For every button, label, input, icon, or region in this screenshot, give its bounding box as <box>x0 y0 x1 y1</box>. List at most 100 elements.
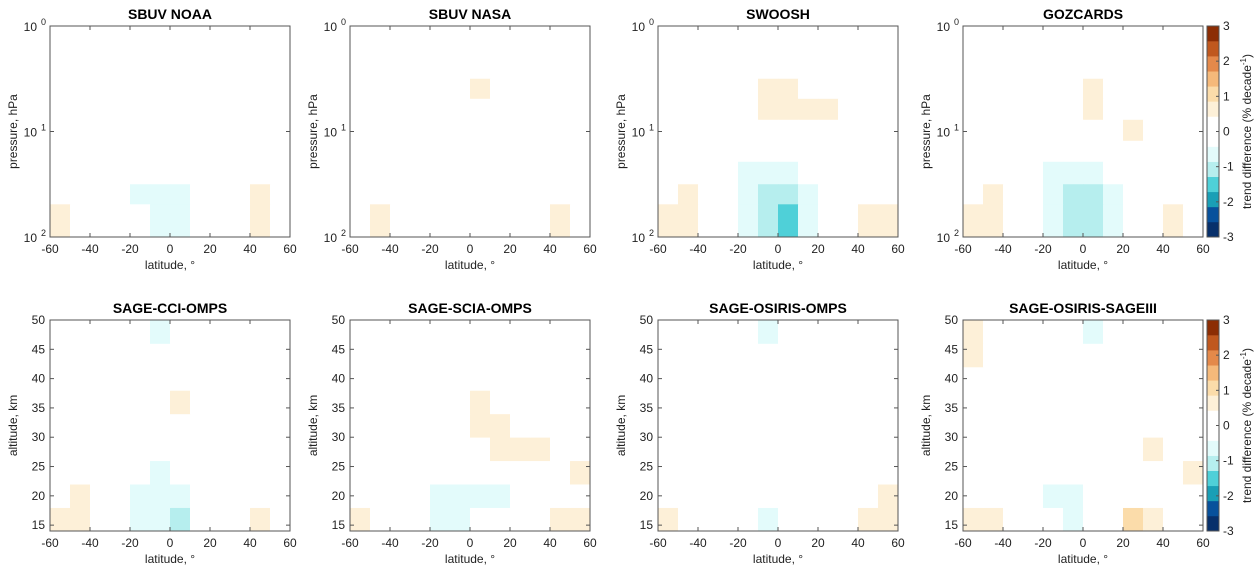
heatmap-cell <box>410 437 431 462</box>
heatmap-cell <box>658 343 679 368</box>
heatmap-cell <box>230 366 251 391</box>
colorbar-swatch <box>1207 350 1219 366</box>
heatmap-cell <box>450 507 471 532</box>
heatmap-cell <box>818 437 839 462</box>
heatmap-cell <box>190 119 211 142</box>
y-tick-label: 10 <box>937 126 951 140</box>
y-tick-label: 15 <box>640 518 654 532</box>
heatmap-cell <box>70 507 91 532</box>
heatmap-cell <box>410 119 431 142</box>
heatmap-cell <box>130 98 151 121</box>
heatmap-cell <box>190 507 211 532</box>
heatmap-cell <box>370 484 391 508</box>
heatmap-cell <box>430 78 451 100</box>
heatmap-cell <box>270 484 291 508</box>
heatmap-cell <box>450 390 471 415</box>
heatmap-cell <box>738 78 759 100</box>
heatmap-cell <box>570 413 591 438</box>
heatmap-cell <box>698 56 719 80</box>
heatmap-cell <box>1083 161 1104 185</box>
heatmap-cell <box>210 204 231 238</box>
heatmap-cell <box>90 343 111 368</box>
heatmap-cell <box>50 460 71 485</box>
colorbar-tick-label: 2 <box>1223 54 1230 68</box>
heatmap-cell <box>858 484 879 508</box>
heatmap-cell <box>490 98 511 121</box>
heatmap-cell <box>1143 390 1164 415</box>
heatmap-cell <box>698 390 719 415</box>
heatmap-cell <box>858 119 879 142</box>
heatmap-cell <box>90 140 111 163</box>
heatmap-cell <box>758 119 779 142</box>
heatmap-cell <box>778 140 799 163</box>
heatmap-cell <box>1163 56 1184 80</box>
y-tick-label: 30 <box>332 430 346 444</box>
heatmap-cell <box>1023 390 1044 415</box>
heatmap-cell <box>1043 413 1064 438</box>
heatmap-cell <box>678 119 699 142</box>
heatmap-cell <box>963 56 984 80</box>
heatmap-cell <box>1083 484 1104 508</box>
heatmap-cell <box>130 390 151 415</box>
heatmap-cell <box>758 35 779 57</box>
heatmap-cell <box>70 56 91 80</box>
heatmap-cell <box>1183 204 1204 238</box>
heatmap-cell <box>70 35 91 57</box>
x-axis-label: latitude, ° <box>445 552 495 566</box>
heatmap-cell <box>270 184 291 205</box>
heatmap-cell <box>818 140 839 163</box>
heatmap-cell <box>1143 161 1164 185</box>
y-tick-exponent: 2 <box>341 228 346 238</box>
heatmap-cell <box>190 437 211 462</box>
heatmap-cell <box>70 119 91 142</box>
heatmap-cell <box>150 460 171 485</box>
heatmap-cell <box>50 78 71 100</box>
heatmap-cell <box>718 413 739 438</box>
x-tick-label: -20 <box>121 536 139 550</box>
y-tick-exponent: 2 <box>954 228 959 238</box>
heatmap-cell <box>230 507 251 532</box>
heatmap-cell <box>230 98 251 121</box>
heatmap-cell <box>550 35 571 57</box>
heatmap-cell <box>190 56 211 80</box>
x-axis-label: latitude, ° <box>445 258 495 272</box>
heatmap-cell <box>550 484 571 508</box>
x-tick-label: -60 <box>649 536 667 550</box>
heatmap-cell <box>550 460 571 485</box>
heatmap-cell <box>470 119 491 142</box>
heatmap-cell <box>738 26 759 36</box>
heatmap-cell <box>778 390 799 415</box>
heatmap-cell <box>530 161 551 185</box>
colorbar-swatch <box>1207 470 1219 487</box>
heatmap-cell <box>470 35 491 57</box>
x-tick-label: -40 <box>994 536 1012 550</box>
panel-title: SWOOSH <box>746 6 810 22</box>
heatmap-cell <box>390 366 411 391</box>
panel-7: SAGE-OSIRIS-OMPS -60 -40 -20 0 20 40 60 latitude… <box>614 300 905 566</box>
heatmap-cell <box>190 184 211 205</box>
heatmap-cell <box>170 98 191 121</box>
heatmap-cell <box>738 366 759 391</box>
heatmap-cell <box>130 140 151 163</box>
heatmap-cell <box>1023 98 1044 121</box>
heatmap-cell <box>1123 204 1144 238</box>
heatmap-cell <box>570 184 591 205</box>
heatmap-cell <box>818 119 839 142</box>
heatmap-cell <box>530 204 551 238</box>
heatmap-cell <box>658 78 679 100</box>
heatmap-cell <box>1043 56 1064 80</box>
heatmap-cell <box>430 437 451 462</box>
heatmap-cell <box>470 390 491 415</box>
y-tick-label: 50 <box>332 313 346 327</box>
heatmap-cell <box>170 437 191 462</box>
y-tick-exponent: 0 <box>341 17 346 27</box>
heatmap-cell <box>1003 320 1024 344</box>
heatmap-cell <box>410 390 431 415</box>
heatmap-cell <box>838 437 859 462</box>
heatmap-cell <box>150 390 171 415</box>
heatmap-cell <box>150 437 171 462</box>
heatmap-cell <box>430 460 451 485</box>
heatmap-cell <box>878 343 899 368</box>
heatmap-cell <box>1003 507 1024 532</box>
heatmap-cell <box>470 366 491 391</box>
